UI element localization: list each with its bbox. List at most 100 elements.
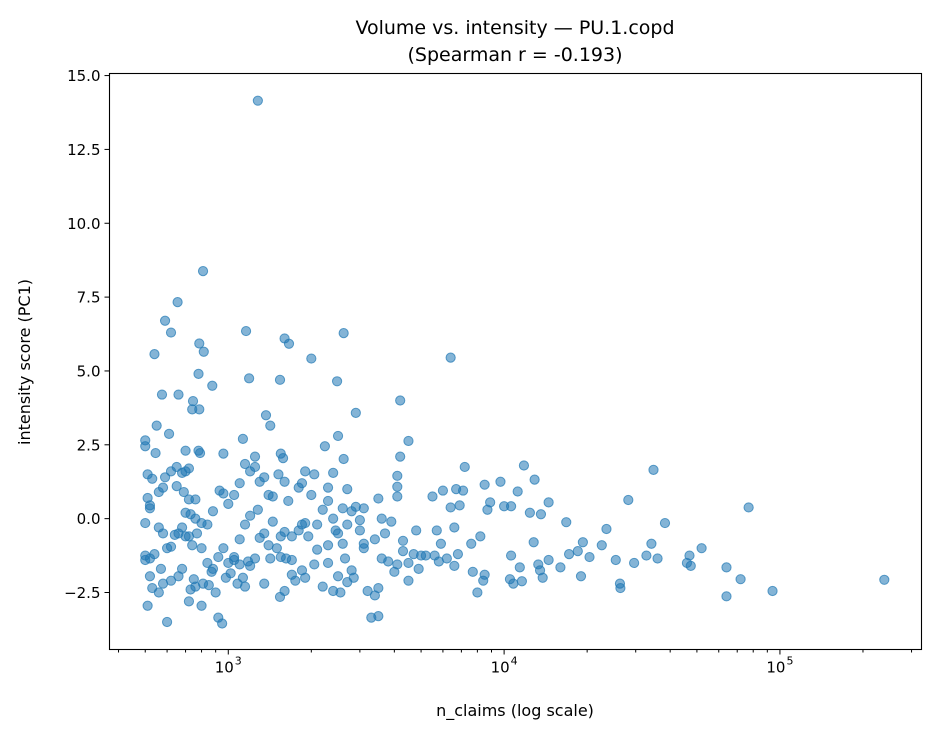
data-point — [641, 550, 652, 561]
data-point — [275, 531, 286, 542]
data-point — [223, 498, 234, 509]
data-point — [561, 517, 572, 528]
data-point — [202, 557, 213, 569]
data-point — [312, 544, 323, 555]
data-point — [296, 478, 308, 489]
data-point — [339, 553, 351, 564]
data-point — [529, 474, 540, 485]
data-point — [196, 543, 207, 554]
data-point — [572, 546, 583, 557]
data-point — [163, 428, 175, 439]
data-point — [225, 568, 236, 579]
data-point — [173, 389, 184, 400]
data-point — [140, 550, 151, 561]
data-point — [332, 571, 344, 582]
data-point — [337, 503, 348, 514]
data-point — [475, 531, 486, 542]
data-point — [495, 476, 506, 487]
data-point — [169, 529, 180, 540]
data-point — [601, 523, 612, 535]
data-point — [499, 501, 510, 512]
data-point — [306, 353, 317, 364]
data-point — [342, 484, 353, 495]
data-point — [161, 616, 173, 628]
data-point — [335, 587, 346, 598]
data-point — [429, 550, 440, 561]
data-point — [322, 540, 334, 551]
data-point — [408, 548, 419, 560]
data-point — [198, 346, 209, 357]
data-point — [144, 571, 156, 582]
data-point — [267, 516, 278, 527]
data-point — [244, 373, 255, 384]
data-point — [283, 495, 294, 507]
data-point — [338, 328, 349, 339]
data-point — [322, 495, 334, 507]
data-point — [397, 535, 409, 546]
data-point — [290, 575, 301, 586]
y-axis-label: intensity score (PC1) — [15, 279, 34, 445]
data-point — [879, 574, 890, 585]
data-point — [190, 494, 201, 505]
data-point — [147, 473, 158, 484]
x-tick-label: 10 — [215, 659, 234, 677]
data-point — [322, 557, 334, 569]
data-point — [172, 297, 183, 308]
data-point — [249, 461, 261, 473]
data-point — [317, 581, 328, 592]
data-point — [218, 488, 229, 499]
data-point — [437, 485, 449, 496]
data-point — [646, 538, 657, 549]
y-axis: −2.5 0.0 2.5 5.0 7.5 10.0 12.5 15.0 — [64, 67, 110, 602]
data-point — [435, 538, 447, 549]
data-point — [140, 517, 151, 529]
data-point — [403, 557, 414, 569]
data-point — [180, 445, 191, 456]
y-tick-label: 2.5 — [77, 436, 101, 454]
data-point — [397, 546, 409, 557]
data-point — [210, 587, 221, 598]
y-tick-label: 12.5 — [67, 141, 100, 159]
data-point — [472, 587, 483, 598]
data-point — [395, 395, 406, 406]
data-point — [252, 95, 263, 106]
data-point — [245, 510, 256, 521]
y-tick-label: 7.5 — [77, 289, 101, 307]
data-point — [543, 554, 554, 566]
data-point — [543, 497, 554, 508]
points-layer — [140, 95, 890, 629]
data-point — [286, 554, 297, 566]
data-point — [161, 543, 173, 554]
data-point — [260, 410, 272, 421]
y-tick-label: 10.0 — [67, 215, 100, 233]
data-point — [332, 528, 344, 539]
data-point — [563, 548, 575, 560]
data-point — [584, 551, 595, 563]
data-point — [317, 504, 328, 515]
x-tick-label: 10 — [766, 659, 785, 677]
data-point — [623, 494, 634, 506]
data-point — [342, 519, 353, 530]
data-point — [193, 368, 204, 380]
data-point — [165, 575, 177, 586]
data-point — [358, 503, 369, 514]
data-point — [239, 519, 251, 530]
data-point — [354, 515, 365, 526]
data-point — [178, 486, 189, 498]
data-point — [203, 580, 214, 591]
data-point — [243, 556, 254, 567]
data-point — [194, 338, 205, 349]
data-point — [252, 504, 263, 515]
data-point — [331, 376, 343, 387]
data-point — [159, 472, 171, 483]
data-point — [659, 517, 671, 529]
data-point — [187, 540, 198, 551]
data-point — [300, 466, 311, 477]
data-point — [735, 574, 746, 585]
data-point — [454, 500, 465, 511]
data-point — [183, 463, 195, 474]
x-tick-exponent: 3 — [235, 655, 242, 668]
data-point — [373, 611, 384, 622]
data-point — [427, 491, 438, 502]
y-tick-label: 5.0 — [77, 362, 101, 380]
